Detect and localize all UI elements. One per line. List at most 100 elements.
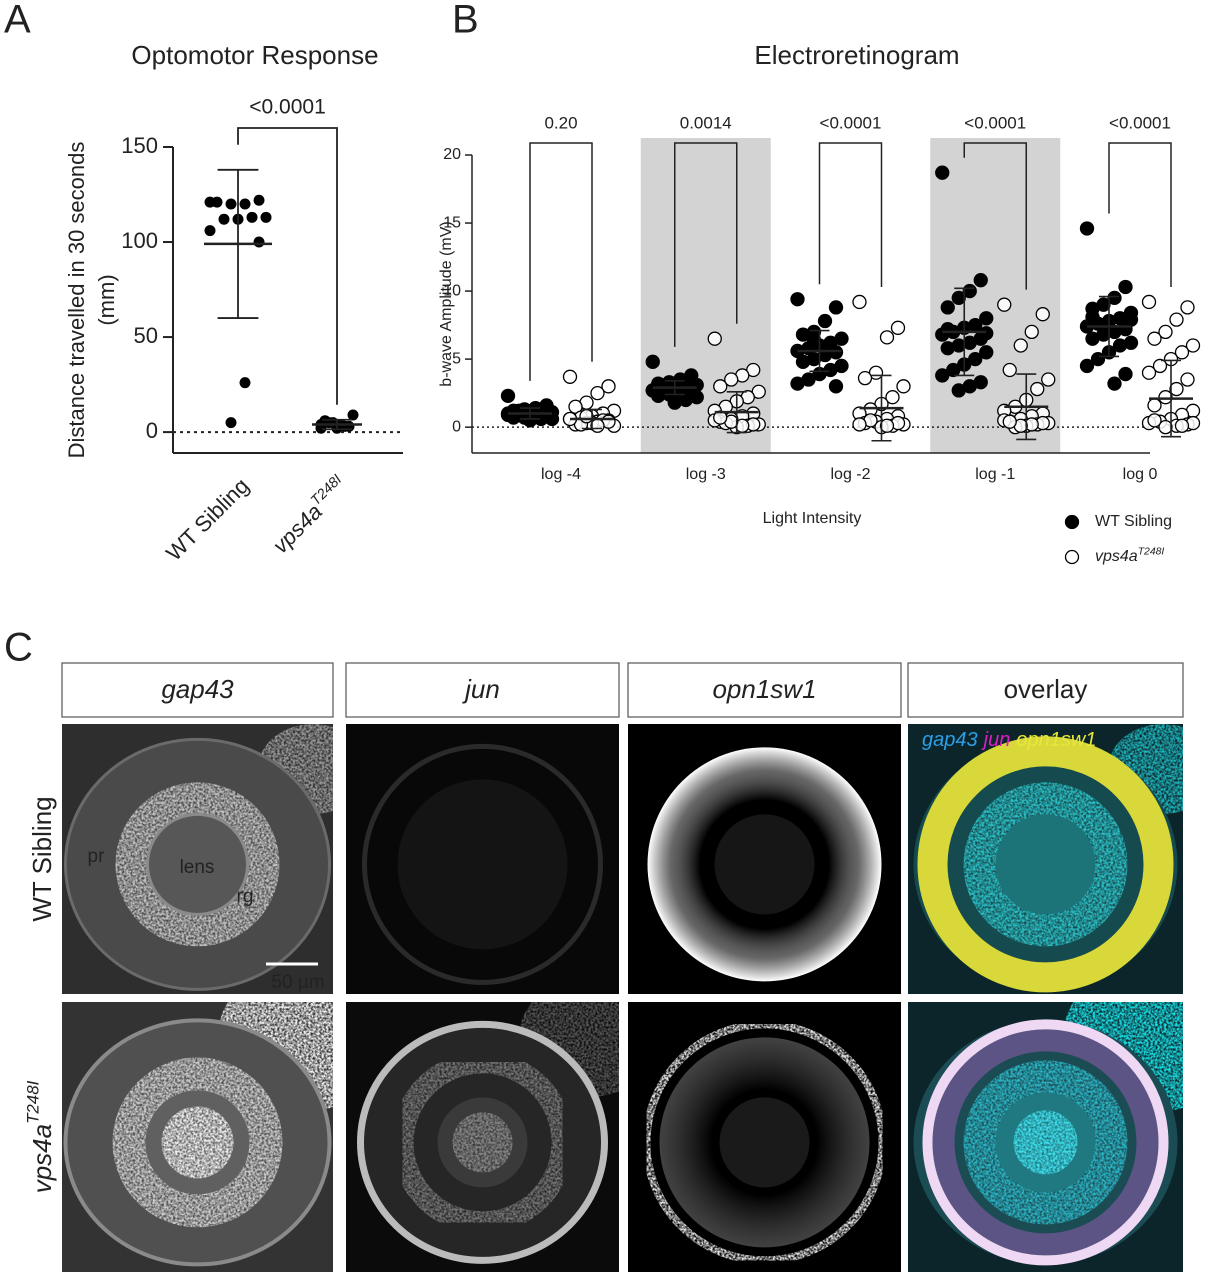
column-header-box	[345, 662, 620, 718]
significance-bracket	[963, 142, 1027, 290]
legend-label-superscript: T248I	[1138, 546, 1165, 557]
legend-label: vps4aT248I	[1095, 546, 1164, 565]
error-bar	[520, 407, 540, 420]
data-point	[890, 320, 906, 335]
tissue	[146, 812, 249, 916]
y-tick-label: 15	[443, 214, 461, 231]
overlay-legend: gap43 jun opn1sw1	[922, 729, 1096, 751]
row-label-base: WT Sibling	[27, 796, 57, 921]
x-tick-label: log -1	[975, 466, 1015, 483]
y-tick-label: 0	[452, 418, 461, 435]
overlay-legend-item: opn1sw1	[1016, 729, 1096, 751]
chart-title: Electroretinogram	[754, 40, 959, 70]
column-header: jun	[462, 674, 500, 704]
scale-bar-label: 50 µm	[271, 972, 324, 993]
data-point	[1152, 358, 1168, 374]
data-point	[246, 211, 258, 223]
data-point	[1158, 419, 1173, 435]
data-point	[1180, 300, 1195, 315]
data-point	[1141, 365, 1157, 380]
data-point	[979, 311, 994, 326]
data-point	[1002, 362, 1017, 378]
data-point	[979, 345, 994, 360]
y-axis-label: (mm)	[94, 274, 119, 325]
error-bar	[1161, 359, 1181, 438]
data-point	[225, 198, 237, 210]
data-point	[684, 373, 699, 389]
p-value: <0.0001	[964, 113, 1026, 132]
column-header-box	[907, 662, 1184, 718]
significance-bracket	[674, 142, 738, 347]
significance-bracket	[529, 142, 593, 381]
band-shade	[640, 138, 771, 453]
data-point	[1169, 381, 1184, 397]
row-label: WT Sibling	[27, 796, 57, 921]
column-header-box	[627, 662, 902, 718]
data-point	[1118, 366, 1133, 382]
overlay-legend-item: gap43	[922, 729, 978, 751]
error-bar	[582, 408, 602, 430]
legend-marker	[1064, 514, 1080, 530]
tissue	[397, 779, 568, 950]
data-point	[239, 198, 251, 210]
data-point	[852, 294, 867, 310]
data-point	[645, 383, 660, 398]
data-point	[1013, 338, 1028, 353]
data-point	[935, 368, 950, 383]
significance-bracket	[237, 127, 338, 405]
data-point	[951, 290, 966, 306]
data-point	[713, 379, 728, 394]
data-point	[707, 331, 722, 346]
data-point	[1024, 324, 1039, 340]
data-point	[940, 322, 955, 337]
tissue	[391, 1051, 574, 1234]
x-axis-label: Light Intensity	[763, 510, 862, 527]
tissue	[719, 1097, 810, 1188]
p-value: <0.0001	[820, 113, 882, 132]
error-bar	[1016, 373, 1037, 441]
data-point	[1096, 317, 1111, 333]
y-tick-label: 100	[121, 228, 158, 253]
data-point	[1185, 338, 1201, 353]
data-point	[935, 165, 950, 180]
y-axis-label: b-wave Amplitude (mV)	[438, 221, 455, 386]
micrograph	[346, 724, 619, 994]
data-point	[940, 341, 955, 356]
row-label: vps4aT248I	[24, 1080, 57, 1193]
data-point	[997, 297, 1012, 312]
data-point	[590, 418, 605, 433]
significance-bracket	[1108, 142, 1172, 287]
tissue	[714, 814, 815, 915]
tissue	[932, 1029, 1159, 1256]
overlay-legend-item: jun	[981, 729, 1011, 751]
data-point	[1147, 398, 1162, 413]
tissue	[642, 1020, 887, 1265]
data-point	[979, 326, 994, 341]
tissue	[362, 743, 603, 985]
x-tick-label: log -4	[541, 466, 581, 483]
p-value: <0.0001	[1109, 113, 1171, 132]
data-point	[1174, 418, 1190, 433]
error-bar	[809, 329, 830, 373]
data-point	[828, 379, 844, 394]
micrograph	[908, 1002, 1183, 1272]
data-point	[645, 354, 660, 369]
data-point	[211, 196, 223, 208]
y-axis-label: Distance travelled in 30 seconds	[64, 142, 89, 459]
data-point	[1169, 312, 1184, 327]
x-tick-label: log -2	[830, 466, 870, 483]
micrograph	[628, 724, 901, 994]
panel-label: C	[4, 626, 33, 670]
data-point	[601, 379, 616, 394]
data-point	[817, 313, 833, 329]
data-point	[790, 292, 805, 307]
x-tick-label-superscript: T248I	[308, 472, 345, 509]
data-point	[951, 383, 966, 398]
panel-label: B	[452, 0, 479, 42]
y-tick-label: 50	[134, 323, 158, 348]
error-bar	[217, 168, 259, 319]
x-tick-label: WT Sibling	[161, 473, 254, 566]
y-tick-label: 10	[443, 282, 461, 299]
data-point	[1041, 372, 1056, 387]
